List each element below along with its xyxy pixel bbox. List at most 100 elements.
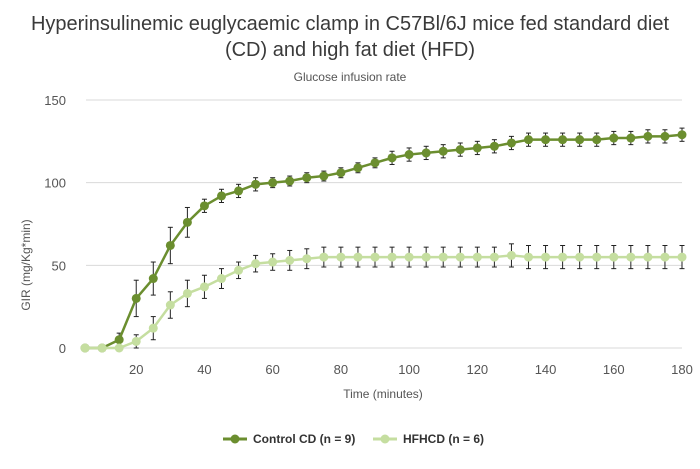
y-tick-label: 150 [44,93,66,108]
data-point[interactable] [524,252,533,262]
x-axis-label: Time (minutes) [343,387,423,401]
data-point[interactable] [643,131,653,141]
x-tick-label: 80 [334,362,348,377]
data-point[interactable] [97,343,107,353]
data-point[interactable] [472,143,482,153]
data-point[interactable] [524,135,533,145]
data-point[interactable] [199,282,209,292]
data-point[interactable] [302,173,312,183]
data-point[interactable] [165,300,175,310]
data-point[interactable] [438,252,448,262]
y-tick-label: 0 [59,341,66,356]
data-point[interactable] [165,240,175,250]
data-point[interactable] [234,186,244,196]
data-point[interactable] [182,288,192,298]
data-point[interactable] [285,255,295,265]
data-point[interactable] [370,158,380,168]
y-tick-label: 50 [52,258,66,273]
data-point[interactable] [541,252,551,262]
data-point[interactable] [251,179,261,189]
x-tick-label: 180 [671,362,693,377]
data-point[interactable] [506,138,516,148]
data-point[interactable] [131,336,141,346]
data-point[interactable] [251,259,261,269]
data-point[interactable] [592,135,602,145]
data-point[interactable] [182,217,192,227]
data-point[interactable] [131,293,141,303]
series-0 [80,127,687,353]
data-point[interactable] [217,191,226,201]
data-point[interactable] [404,150,414,160]
data-point[interactable] [677,252,687,262]
data-point[interactable] [489,252,499,262]
data-point[interactable] [353,252,363,262]
data-point[interactable] [575,252,585,262]
y-tick-label: 100 [44,176,66,191]
data-point[interactable] [268,178,278,188]
data-point[interactable] [268,257,278,267]
data-point[interactable] [660,252,670,262]
data-point[interactable] [387,153,397,163]
data-point[interactable] [626,133,636,143]
legend: Control CD (n = 9) HFHCD (n = 6) [223,432,484,446]
data-point[interactable] [455,252,465,262]
data-point[interactable] [592,252,602,262]
data-point[interactable] [609,252,619,262]
data-point[interactable] [609,133,619,143]
legend-label-hfhcd: HFHCD (n = 6) [403,432,484,446]
data-point[interactable] [472,252,482,262]
data-point[interactable] [353,163,363,173]
data-point[interactable] [80,343,90,353]
y-axis-ticks: 0 50 100 150 [44,93,66,356]
data-point[interactable] [421,252,431,262]
data-point[interactable] [404,252,414,262]
data-point[interactable] [489,141,499,151]
data-point[interactable] [626,252,636,262]
chart-subtitle: Glucose infusion rate [294,70,407,84]
x-tick-label: 20 [129,362,143,377]
series [80,127,687,353]
data-point[interactable] [541,135,551,145]
data-point[interactable] [660,131,670,141]
x-tick-label: 40 [197,362,211,377]
series-line [85,133,683,350]
grid [86,99,682,349]
data-point[interactable] [421,148,431,158]
data-point[interactable] [199,201,209,211]
data-point[interactable] [114,335,124,345]
data-point[interactable] [370,252,380,262]
data-point[interactable] [336,252,346,262]
x-axis-ticks: 20 40 60 80 100 120 140 160 180 [129,362,693,377]
data-point[interactable] [148,274,158,284]
x-tick-label: 100 [398,362,420,377]
legend-item-control[interactable]: Control CD (n = 9) [223,432,355,446]
legend-marker-control [230,434,240,444]
data-point[interactable] [148,323,158,333]
data-point[interactable] [234,265,244,275]
data-point[interactable] [302,254,312,264]
x-tick-label: 120 [466,362,488,377]
y-axis-label: GIR (mg/Kg*min) [19,219,33,310]
data-point[interactable] [643,252,653,262]
data-point[interactable] [438,146,448,156]
series-line [85,254,682,350]
data-point[interactable] [677,130,687,140]
chart-title-line-2: (CD) and high fat diet (HFD) [225,39,475,61]
series-1 [80,243,687,353]
legend-item-hfhcd[interactable]: HFHCD (n = 6) [373,432,484,446]
data-point[interactable] [336,168,346,178]
x-tick-label: 60 [265,362,279,377]
data-point[interactable] [319,252,329,262]
data-point[interactable] [285,176,295,186]
data-point[interactable] [506,250,516,260]
data-point[interactable] [558,252,568,262]
data-point[interactable] [319,171,329,181]
data-point[interactable] [114,343,124,353]
data-point[interactable] [455,145,465,155]
data-point[interactable] [575,135,585,145]
data-point[interactable] [217,274,226,284]
legend-label-control: Control CD (n = 9) [253,432,355,446]
data-point[interactable] [387,252,397,262]
data-point[interactable] [558,135,568,145]
